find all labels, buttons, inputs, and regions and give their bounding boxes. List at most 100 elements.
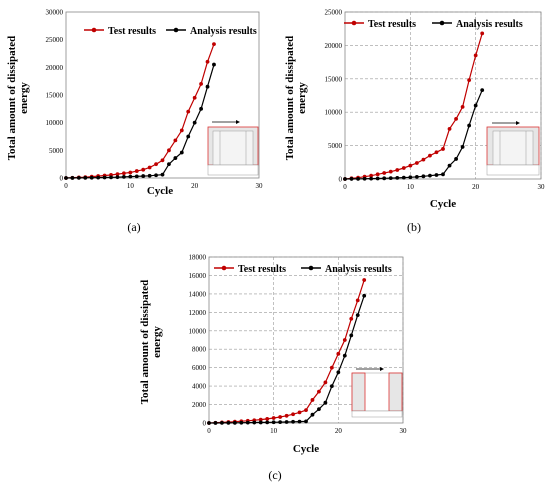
analysis-results-point (355, 313, 360, 317)
analysis-results-point (447, 163, 452, 168)
analysis-results-point (220, 421, 224, 425)
test-results-point (205, 59, 210, 64)
analysis-results-point (173, 156, 178, 160)
test-results-point (355, 298, 360, 303)
analysis-results-point (213, 421, 218, 425)
test-results-point (329, 365, 334, 370)
x-tick-label: 20 (472, 183, 480, 191)
test-results-point (278, 415, 283, 419)
test-results-point (441, 147, 445, 151)
panel-a-legend: Test results Analysis results (84, 26, 257, 37)
analysis-results-point (421, 174, 426, 179)
test-results-point (447, 126, 452, 131)
analysis-results-point (115, 175, 120, 180)
analysis-results-point (467, 123, 472, 128)
test-results-point (122, 171, 126, 176)
x-tick-label: 30 (400, 427, 408, 435)
legend-analysis-text: Analysis results (325, 264, 392, 275)
test-results-point (271, 416, 276, 420)
legend-test-marker (351, 20, 357, 26)
analysis-results-point (154, 173, 158, 178)
panel-b-legend: Test results Analysis results (344, 19, 523, 30)
test-results-point (467, 78, 472, 83)
analysis-results-point (226, 420, 231, 425)
panel-c-label: (c) (268, 468, 281, 482)
y-tick-label: 20000 (325, 42, 343, 50)
analysis-results-point (205, 84, 210, 89)
panel-c-ylabel-line1: Total amount of dissipated (139, 280, 151, 405)
analysis-results-point (323, 400, 328, 405)
analysis-results-point (434, 173, 439, 177)
analysis-results-point (70, 176, 75, 180)
y-tick-label: 25000 (325, 9, 343, 17)
panel-a: 0 5000 10000 15000 20000 25000 30000 0 10 20 30 Te… (6, 9, 263, 235)
y-tick-label: 4000 (192, 383, 207, 391)
panel-a-ticks: 0 5000 10000 15000 20000 25000 30000 0 10 20 30 (46, 9, 264, 191)
x-tick-label: 10 (127, 182, 135, 190)
analysis-results-point (83, 175, 88, 180)
panel-b-series (343, 31, 485, 181)
panel-c-ylabel-line2: energy (151, 326, 163, 358)
analysis-results-point (96, 175, 101, 180)
panel-b-ylabel-line1: Total amount of dissipated (284, 36, 296, 161)
y-tick-label: 5000 (328, 142, 343, 150)
y-tick-label: 10000 (325, 109, 343, 117)
legend-analysis-text: Analysis results (456, 19, 523, 30)
analysis-results-point (408, 175, 413, 180)
y-tick-label: 18000 (189, 254, 207, 262)
test-results-point (310, 398, 315, 402)
test-results-point (179, 128, 184, 133)
analysis-results-point (414, 174, 419, 179)
y-tick-label: 25000 (46, 36, 64, 44)
y-tick-label: 15000 (325, 75, 343, 83)
analysis-results-point (128, 174, 133, 179)
analysis-results-point (362, 176, 367, 181)
test-results-point (362, 278, 367, 282)
test-results-point (336, 351, 341, 356)
test-results-point (212, 42, 216, 46)
analysis-results-point (473, 103, 478, 108)
analysis-results-line (65, 64, 215, 179)
y-tick-label: 30000 (46, 9, 64, 17)
y-tick-label: 8000 (192, 346, 207, 354)
test-results-point (414, 161, 419, 165)
panel-a-inset-diagram (207, 120, 259, 176)
analysis-results-point (395, 175, 400, 180)
x-tick-label: 0 (343, 183, 347, 191)
test-results-point (304, 408, 308, 412)
panel-c-xlabel: Cycle (293, 443, 319, 455)
analysis-results-point (179, 150, 184, 155)
y-tick-label: 16000 (189, 272, 207, 280)
analysis-results-point (134, 174, 139, 179)
panel-c-grid (209, 256, 404, 423)
test-results-point (349, 316, 354, 321)
panel-c-series (207, 278, 367, 425)
y-tick-label: 12000 (189, 309, 207, 317)
panel-a-series (64, 42, 216, 180)
panel-c-legend: Test results Analysis results (214, 264, 392, 275)
analysis-results-point (212, 62, 216, 67)
test-results-point (128, 170, 133, 175)
analysis-results-point (192, 120, 197, 125)
legend-test-text: Test results (368, 19, 416, 30)
legend-test-marker (91, 27, 97, 33)
y-tick-label: 10000 (189, 327, 207, 335)
y-tick-label: 5000 (49, 147, 64, 155)
test-results-point (160, 158, 165, 163)
test-results-point (473, 53, 478, 58)
analysis-results-point (64, 176, 68, 180)
analysis-results-point (369, 176, 374, 181)
test-results-point (317, 389, 321, 394)
test-results-point (460, 104, 465, 109)
test-results-point (258, 417, 263, 422)
analysis-results-point (362, 293, 367, 298)
test-results-point (342, 338, 347, 342)
panel-c: 0 2000 4000 6000 8000 10000 12000 14000 16000 180… (139, 254, 407, 483)
analysis-results-point (349, 177, 354, 181)
test-results-point (428, 153, 432, 158)
analysis-results-point (388, 176, 393, 181)
analysis-results-point (480, 88, 485, 93)
legend-test-marker (221, 265, 227, 271)
test-results-point (134, 169, 139, 173)
analysis-results-point (258, 420, 263, 425)
